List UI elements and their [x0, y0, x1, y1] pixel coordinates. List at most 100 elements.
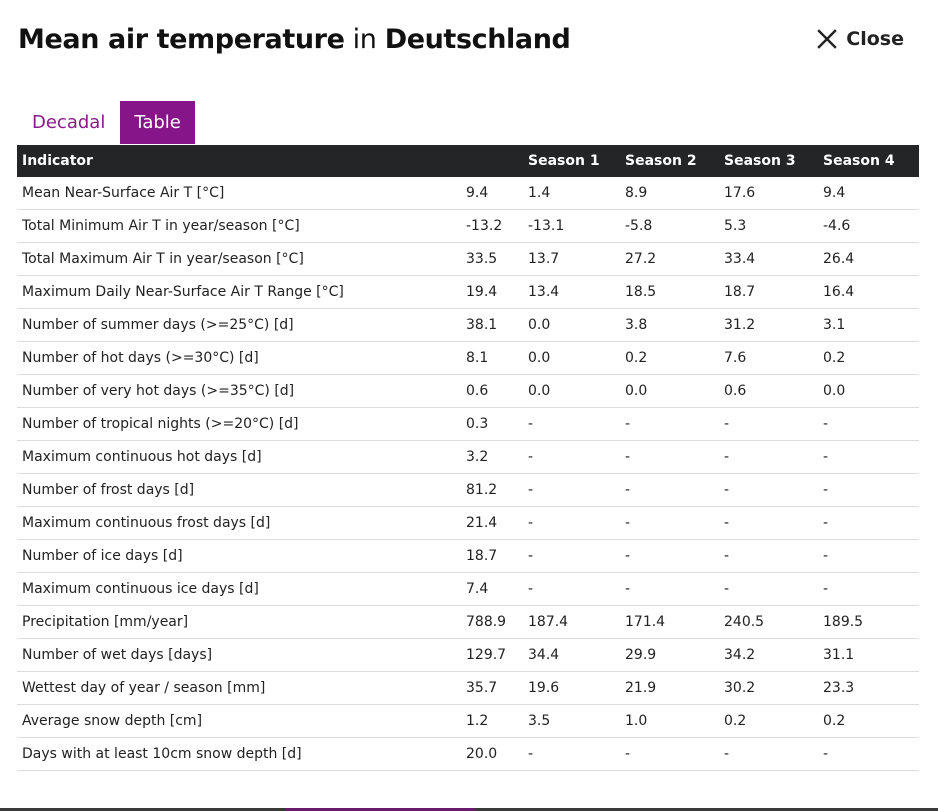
annual-value-cell: 35.7	[461, 671, 523, 705]
tab-decadal[interactable]: Decadal	[32, 112, 106, 133]
table-row: Number of ice days [d] 18.7- - - -	[17, 539, 919, 573]
season-2-cell: -5.8	[620, 209, 719, 243]
indicator-cell: Number of summer days (>=25°C) [d]	[17, 308, 461, 342]
season-1-cell: -	[523, 407, 620, 441]
season-4-cell: -	[818, 473, 919, 507]
season-1-cell: 13.4	[523, 275, 620, 309]
annual-value-cell: 21.4	[461, 506, 523, 540]
season-4-cell: -	[818, 539, 919, 573]
table-row: Precipitation [mm/year] 788.9 187.4 171.4 24…	[17, 605, 919, 639]
bottom-scrollbar[interactable]	[0, 808, 938, 811]
season-1-cell: -	[523, 440, 620, 474]
season-4-cell: -4.6	[818, 209, 919, 243]
annual-value-cell: -13.2	[461, 209, 523, 243]
column-header-season-1: Season 1	[523, 145, 620, 177]
season-4-cell: 3.1	[818, 308, 919, 342]
indicator-cell: Precipitation [mm/year]	[17, 605, 461, 639]
close-icon	[817, 29, 837, 49]
season-3-cell: 17.6	[719, 177, 818, 210]
table-row: Maximum continuous frost days [d] 21.4- - -…	[17, 506, 919, 540]
annual-value-cell: 7.4	[461, 572, 523, 606]
season-2-cell: 27.2	[620, 242, 719, 276]
season-4-cell: 31.1	[818, 638, 919, 672]
table-row: Number of hot days (>=30°C) [d] 8.1 0.0 0.2…	[17, 341, 919, 375]
season-2-cell: -	[620, 506, 719, 540]
season-3-cell: -	[719, 407, 818, 441]
season-4-cell: -	[818, 440, 919, 474]
season-1-cell: -	[523, 572, 620, 606]
season-4-cell: -	[818, 506, 919, 540]
season-2-cell: 3.8	[620, 308, 719, 342]
indicator-cell: Total Maximum Air T in year/season [°C]	[17, 242, 461, 276]
annual-value-cell: 1.2	[461, 704, 523, 738]
table-row: Wettest day of year / season [mm] 35.7 19.…	[17, 671, 919, 705]
season-3-cell: -	[719, 473, 818, 507]
column-header-season-4: Season 4	[818, 145, 919, 177]
season-2-cell: 8.9	[620, 177, 719, 210]
table-row: Maximum Daily Near-Surface Air T Range […	[17, 275, 919, 309]
annual-value-cell: 129.7	[461, 638, 523, 672]
tab-bar: Decadal Table	[17, 101, 195, 144]
season-4-cell: 0.2	[818, 704, 919, 738]
season-3-cell: 34.2	[719, 638, 818, 672]
scrollbar-thumb[interactable]	[286, 808, 476, 811]
table-header-row: Indicator Season 1 Season 2 Season 3 Sea…	[17, 145, 919, 177]
table-row: Total Minimum Air T in year/season [°C] -…	[17, 209, 919, 243]
title-variable: Mean air temperature	[18, 24, 345, 55]
annual-value-cell: 788.9	[461, 605, 523, 639]
column-header-annual	[461, 145, 523, 177]
annual-value-cell: 9.4	[461, 177, 523, 210]
season-1-cell: 34.4	[523, 638, 620, 672]
season-1-cell: -	[523, 737, 620, 771]
table-row: Number of very hot days (>=35°C) [d] 0.6 0…	[17, 374, 919, 408]
table-row: Maximum continuous ice days [d] 7.4- - - -	[17, 572, 919, 606]
indicator-cell: Maximum Daily Near-Surface Air T Range […	[17, 275, 461, 309]
season-2-cell: -	[620, 440, 719, 474]
indicator-cell: Maximum continuous ice days [d]	[17, 572, 461, 606]
close-label: Close	[846, 28, 904, 50]
page-title: Mean air temperature in Deutschland	[18, 22, 918, 58]
indicator-cell: Number of frost days [d]	[17, 473, 461, 507]
season-4-cell: -	[818, 737, 919, 771]
season-4-cell: 16.4	[818, 275, 919, 309]
indicator-cell: Days with at least 10cm snow depth [d]	[17, 737, 461, 771]
column-header-season-3: Season 3	[719, 145, 818, 177]
season-2-cell: 29.9	[620, 638, 719, 672]
season-4-cell: 189.5	[818, 605, 919, 639]
season-2-cell: -	[620, 572, 719, 606]
annual-value-cell: 33.5	[461, 242, 523, 276]
season-2-cell: -	[620, 737, 719, 771]
season-1-cell: -13.1	[523, 209, 620, 243]
annual-value-cell: 20.0	[461, 737, 523, 771]
season-1-cell: 0.0	[523, 308, 620, 342]
season-3-cell: -	[719, 572, 818, 606]
annual-value-cell: 18.7	[461, 539, 523, 573]
season-2-cell: -	[620, 473, 719, 507]
season-1-cell: 187.4	[523, 605, 620, 639]
season-3-cell: 5.3	[719, 209, 818, 243]
season-4-cell: 0.0	[818, 374, 919, 408]
season-3-cell: 18.7	[719, 275, 818, 309]
season-1-cell: 1.4	[523, 177, 620, 210]
table-row: Average snow depth [cm] 1.2 3.5 1.0 0.2 0.2	[17, 704, 919, 738]
indicator-cell: Average snow depth [cm]	[17, 704, 461, 738]
season-3-cell: 31.2	[719, 308, 818, 342]
close-button[interactable]: Close	[816, 28, 904, 50]
season-1-cell: -	[523, 539, 620, 573]
title-connector: in	[344, 24, 385, 55]
season-2-cell: 1.0	[620, 704, 719, 738]
season-3-cell: 33.4	[719, 242, 818, 276]
indicator-cell: Number of wet days [days]	[17, 638, 461, 672]
tab-table[interactable]: Table	[120, 101, 195, 144]
season-1-cell: 13.7	[523, 242, 620, 276]
season-4-cell: 26.4	[818, 242, 919, 276]
season-2-cell: -	[620, 539, 719, 573]
season-4-cell: -	[818, 572, 919, 606]
table-row: Number of wet days [days] 129.7 34.4 29.9 34…	[17, 638, 919, 672]
indicator-cell: Maximum continuous frost days [d]	[17, 506, 461, 540]
season-3-cell: 240.5	[719, 605, 818, 639]
table-row: Number of summer days (>=25°C) [d] 38.1 0.…	[17, 308, 919, 342]
season-1-cell: 0.0	[523, 374, 620, 408]
season-1-cell: -	[523, 473, 620, 507]
annual-value-cell: 38.1	[461, 308, 523, 342]
